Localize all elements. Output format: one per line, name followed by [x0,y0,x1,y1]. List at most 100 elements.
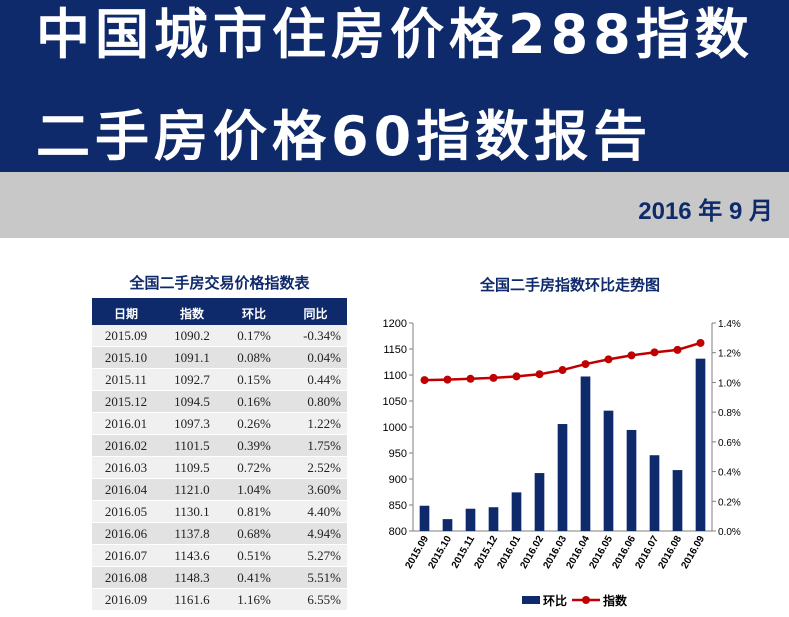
mom-cell: 0.17% [224,325,284,347]
yoy-cell: 0.80% [284,390,347,413]
left-tick-label: 850 [389,500,407,512]
date-cell: 2016.02 [92,434,160,457]
table-header-row: 日期 指数 环比 同比 [92,301,347,325]
table-title: 全国二手房交易价格指数表 [92,268,347,301]
point-index-2015.10 [443,375,452,384]
table-row: 2016.08 1148.3 0.41% 5.51% [92,566,347,589]
mom-cell: 0.16% [224,390,284,413]
point-index-2015.09 [420,376,429,385]
legend-swatch-mom [522,596,540,604]
index-cell: 1130.1 [160,500,224,523]
yoy-cell: 0.44% [284,368,347,391]
yoy-cell: 6.55% [284,588,347,611]
column-header-mom: 环比 [224,301,284,325]
left-tick-label: 1200 [383,318,407,330]
right-tick-label: 1.2% [718,349,741,360]
point-index-2016.02 [535,370,544,379]
right-tick-label: 1.4% [718,319,741,330]
bar-mom-2016.01 [511,492,522,531]
date-cell: 2016.08 [92,566,160,589]
bar-mom-2016.03 [557,424,568,531]
column-header-index: 指数 [160,301,224,325]
mom-cell: 0.08% [224,346,284,369]
date-cell: 2015.10 [92,346,160,369]
right-tick-label: 0.8% [718,408,741,419]
column-header-date: 日期 [92,301,160,325]
yoy-cell: 0.04% [284,346,347,369]
right-tick-label: 0.4% [718,468,741,479]
point-index-2016.07 [650,348,659,357]
left-tick-label: 800 [389,526,407,538]
index-cell: 1101.5 [160,434,224,457]
point-index-2016.06 [627,351,636,360]
index-table-panel: 全国二手房交易价格指数表 日期 指数 环比 同比 2015.09 1090.2 0.… [92,268,347,611]
point-index-2015.11 [466,374,475,383]
table-row: 2016.09 1161.6 1.16% 6.55% [92,588,347,611]
point-index-2016.08 [673,345,682,354]
x-tick-label: 2016.09 [679,534,707,571]
right-tick-label: 1.0% [718,378,741,389]
right-tick-label: 0.0% [718,527,741,538]
yoy-cell: 3.60% [284,478,347,501]
index-cell: 1097.3 [160,412,224,435]
index-cell: 1137.8 [160,522,224,545]
point-index-2016.05 [604,355,613,364]
bar-mom-2015.10 [442,519,453,531]
bar-mom-2016.07 [649,455,660,531]
index-cell: 1090.2 [160,325,224,347]
left-tick-label: 1000 [383,422,407,434]
bar-mom-2016.08 [672,470,683,531]
bar-mom-2016.09 [695,358,706,531]
legend-label-index: 指数 [603,593,628,608]
table-row: 2015.12 1094.5 0.16% 0.80% [92,390,347,413]
legend-marker-index [582,596,590,604]
mom-cell: 0.51% [224,544,284,567]
mom-cell: 0.39% [224,434,284,457]
yoy-cell: 4.94% [284,522,347,545]
date-cell: 2015.12 [92,390,160,413]
mom-cell: 0.15% [224,368,284,391]
right-tick-label: 0.2% [718,497,741,508]
index-cell: 1143.6 [160,544,224,567]
mom-cell: 0.81% [224,500,284,523]
line-index-series [424,341,701,382]
table-row: 2015.10 1091.1 0.08% 0.04% [92,346,347,369]
column-header-yoy: 同比 [284,301,347,325]
point-index-2016.09 [696,338,705,347]
mom-cell: 0.72% [224,456,284,479]
mom-cell: 0.26% [224,412,284,435]
mom-cell: 0.68% [224,522,284,545]
index-cell: 1092.7 [160,368,224,391]
bar-mom-2016.06 [626,429,637,531]
index-cell: 1091.1 [160,346,224,369]
date-cell: 2016.09 [92,588,160,611]
yoy-cell: 5.51% [284,566,347,589]
point-index-2016.01 [512,372,521,381]
left-tick-label: 950 [389,448,407,460]
report-title-line2: 二手房价格60指数报告 [36,105,653,168]
point-index-2015.12 [489,373,498,382]
left-tick-label: 900 [389,474,407,486]
table-row: 2016.02 1101.5 0.39% 1.75% [92,434,347,457]
bar-mom-2016.04 [580,376,591,531]
bar-mom-2015.11 [465,508,476,531]
date-cell: 2016.03 [92,456,160,479]
bar-mom-2015.12 [488,507,499,531]
date-cell: 2016.04 [92,478,160,501]
legend-label-mom: 环比 [543,593,567,608]
index-cell: 1161.6 [160,588,224,611]
left-tick-label: 1050 [383,396,407,408]
chart-title: 全国二手房指数环比走势图 [479,276,660,294]
mom-cell: 0.41% [224,566,284,589]
date-cell: 2016.07 [92,544,160,567]
table-row: 2016.07 1143.6 0.51% 5.27% [92,544,347,567]
report-title-line1: 中国城市住房价格288指数 [36,3,754,66]
index-table: 日期 指数 环比 同比 2015.09 1090.2 0.17% -0.34% 2015… [92,301,347,611]
right-tick-label: 0.6% [718,438,741,449]
index-cell: 1094.5 [160,390,224,413]
table-row: 2015.11 1092.7 0.15% 0.44% [92,368,347,391]
table-row: 2016.03 1109.5 0.72% 2.52% [92,456,347,479]
yoy-cell: 2.52% [284,456,347,479]
point-index-2016.04 [581,360,590,369]
date-cell: 2015.11 [92,368,160,391]
